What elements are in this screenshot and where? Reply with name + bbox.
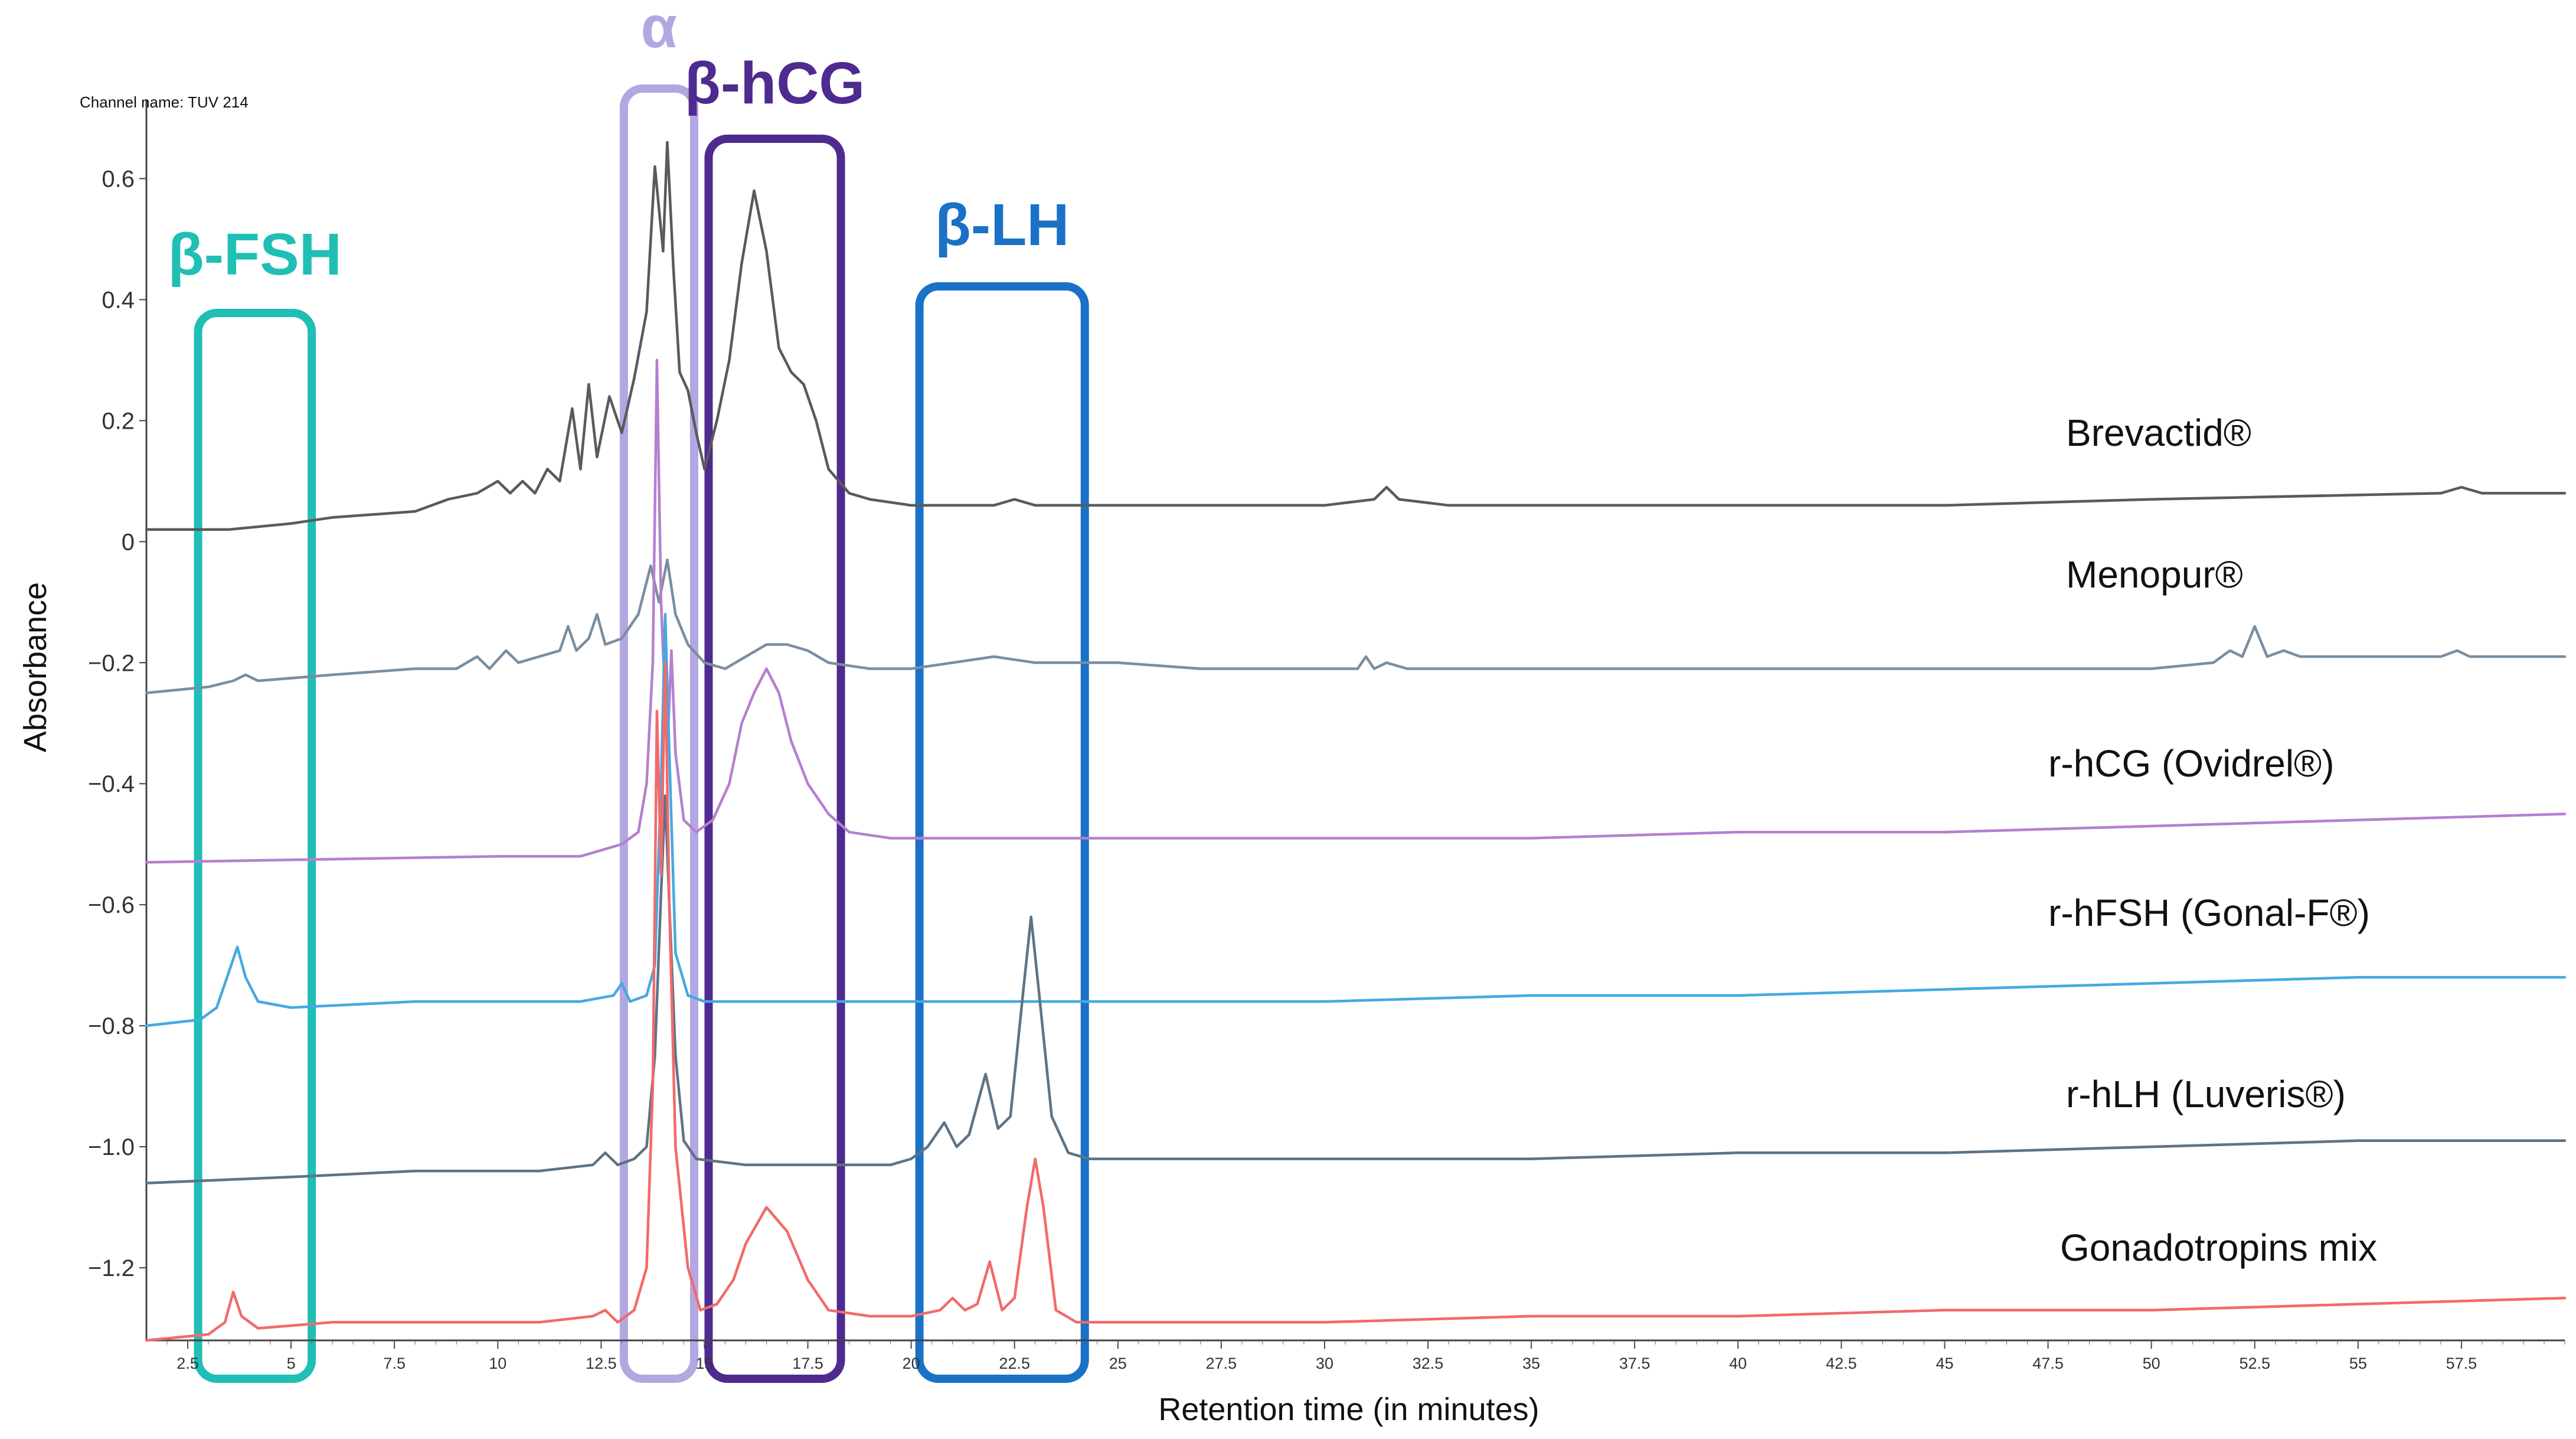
series-line-1 bbox=[145, 558, 2567, 694]
x-tick-label: 40 bbox=[1729, 1355, 1747, 1372]
x-tick-label: 25 bbox=[1109, 1355, 1127, 1372]
series-label-1: Menopur® bbox=[2066, 553, 2243, 596]
series-label-3: r-hFSH (Gonal-F®) bbox=[2048, 892, 2370, 934]
y-tick-label: −1.2 bbox=[88, 1255, 135, 1281]
y-tick-label: −0.8 bbox=[88, 1013, 135, 1039]
x-tick-label: 5 bbox=[287, 1355, 296, 1372]
x-tick-label: 37.5 bbox=[1619, 1355, 1650, 1372]
x-tick-label: 32.5 bbox=[1413, 1355, 1444, 1372]
y-axis-title: Absorbance bbox=[18, 582, 53, 752]
x-tick-label: 47.5 bbox=[2032, 1355, 2064, 1372]
region-labels: β-FSH αβ-hCG β-LH bbox=[168, 0, 1070, 288]
region-box-3 bbox=[915, 282, 1089, 1383]
x-tick-label: 55 bbox=[2349, 1355, 2367, 1372]
x-ticks: 2.5 5 7.5 10 12.5 15 17.5 20 22.5 25 27.5 30 32.5 35 3… bbox=[166, 1340, 2565, 1372]
region-box-2 bbox=[704, 135, 845, 1383]
series-line-5 bbox=[145, 661, 2567, 1342]
y-tick-label: −0.6 bbox=[88, 892, 135, 918]
series-line-4 bbox=[145, 794, 2567, 1185]
y-tick-label: 0.6 bbox=[102, 166, 135, 192]
x-tick-label: 57.5 bbox=[2446, 1355, 2477, 1372]
y-ticks: 0.6 0.4 0.2 0 −0.2 −0.4 −0.6 −0.8 −1.0 −1.2 bbox=[88, 166, 146, 1281]
series-label-2: r-hCG (Ovidrel®) bbox=[2048, 742, 2335, 785]
x-tick-label: 42.5 bbox=[1826, 1355, 1857, 1372]
y-tick-label: −1.0 bbox=[88, 1134, 135, 1160]
x-tick-label: 52.5 bbox=[2239, 1355, 2270, 1372]
series-label-4: r-hLH (Luveris®) bbox=[2066, 1073, 2346, 1115]
region-boxes bbox=[194, 84, 1089, 1383]
series-label-5: Gonadotropins mix bbox=[2060, 1226, 2377, 1269]
x-tick-label: 27.5 bbox=[1206, 1355, 1237, 1372]
x-tick-label: 50 bbox=[2143, 1355, 2160, 1372]
x-tick-label: 12.5 bbox=[586, 1355, 617, 1372]
series-line-0 bbox=[145, 141, 2567, 531]
x-tick-label: 7.5 bbox=[383, 1355, 406, 1372]
y-tick-label: 0 bbox=[122, 529, 135, 555]
y-tick-label: −0.4 bbox=[88, 771, 135, 797]
series-labels: Brevactid® Menopur® r-hCG (Ovidrel®) r-hFSH… bbox=[2048, 412, 2377, 1269]
y-tick-label: 0.2 bbox=[102, 408, 135, 434]
region-label-1: α bbox=[641, 0, 677, 60]
x-tick-label: 45 bbox=[1936, 1355, 1953, 1372]
x-tick-label: 17.5 bbox=[792, 1355, 823, 1372]
series-line-3 bbox=[145, 613, 2567, 1027]
x-tick-label: 20 bbox=[903, 1355, 920, 1372]
y-tick-label: −0.2 bbox=[88, 650, 135, 676]
series-label-0: Brevactid® bbox=[2066, 412, 2251, 454]
x-tick-label: 35 bbox=[1522, 1355, 1540, 1372]
x-tick-label: 22.5 bbox=[999, 1355, 1030, 1372]
channel-label: Channel name: TUV 214 bbox=[80, 93, 249, 111]
axes bbox=[145, 100, 2565, 1342]
x-tick-label: 15 bbox=[695, 1355, 713, 1372]
region-box-1 bbox=[619, 84, 698, 1383]
x-tick-label: 10 bbox=[489, 1355, 506, 1372]
x-tick-label: 30 bbox=[1316, 1355, 1333, 1372]
region-label-0: β-FSH bbox=[168, 221, 342, 288]
x-tick-label: 2.5 bbox=[176, 1355, 199, 1372]
region-label-3: β-LH bbox=[935, 192, 1070, 258]
region-label-2: β-hCG bbox=[685, 50, 865, 116]
region-box-0 bbox=[194, 309, 316, 1383]
x-axis-title: Retention time (in minutes) bbox=[1158, 1392, 1539, 1427]
y-tick-label: 0.4 bbox=[102, 287, 135, 313]
series-lines bbox=[145, 141, 2567, 1342]
series-line-2 bbox=[145, 358, 2567, 864]
